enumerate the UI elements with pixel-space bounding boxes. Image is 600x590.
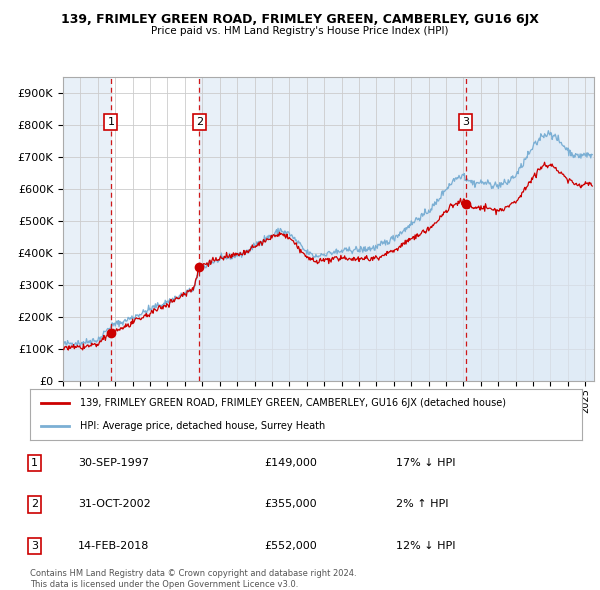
Text: £552,000: £552,000 [264,541,317,550]
Text: 139, FRIMLEY GREEN ROAD, FRIMLEY GREEN, CAMBERLEY, GU16 6JX: 139, FRIMLEY GREEN ROAD, FRIMLEY GREEN, … [61,13,539,26]
Text: 30-SEP-1997: 30-SEP-1997 [78,458,149,468]
Text: Contains HM Land Registry data © Crown copyright and database right 2024.: Contains HM Land Registry data © Crown c… [30,569,356,578]
Text: 3: 3 [31,541,38,550]
Text: £149,000: £149,000 [264,458,317,468]
Text: Price paid vs. HM Land Registry's House Price Index (HPI): Price paid vs. HM Land Registry's House … [151,26,449,36]
Text: 2: 2 [31,500,38,509]
Text: £355,000: £355,000 [264,500,317,509]
Text: 31-OCT-2002: 31-OCT-2002 [78,500,151,509]
Text: HPI: Average price, detached house, Surrey Heath: HPI: Average price, detached house, Surr… [80,421,325,431]
Text: 14-FEB-2018: 14-FEB-2018 [78,541,149,550]
Bar [466,77,594,381]
Text: 17% ↓ HPI: 17% ↓ HPI [396,458,455,468]
Bar [63,77,111,381]
Text: 12% ↓ HPI: 12% ↓ HPI [396,541,455,550]
Text: 139, FRIMLEY GREEN ROAD, FRIMLEY GREEN, CAMBERLEY, GU16 6JX (detached house): 139, FRIMLEY GREEN ROAD, FRIMLEY GREEN, … [80,398,506,408]
Text: 2% ↑ HPI: 2% ↑ HPI [396,500,449,509]
Bar [199,77,466,381]
Text: This data is licensed under the Open Government Licence v3.0.: This data is licensed under the Open Gov… [30,579,298,589]
Text: 2: 2 [196,117,203,127]
Text: 1: 1 [107,117,115,127]
Text: 1: 1 [31,458,38,468]
Text: 3: 3 [462,117,469,127]
